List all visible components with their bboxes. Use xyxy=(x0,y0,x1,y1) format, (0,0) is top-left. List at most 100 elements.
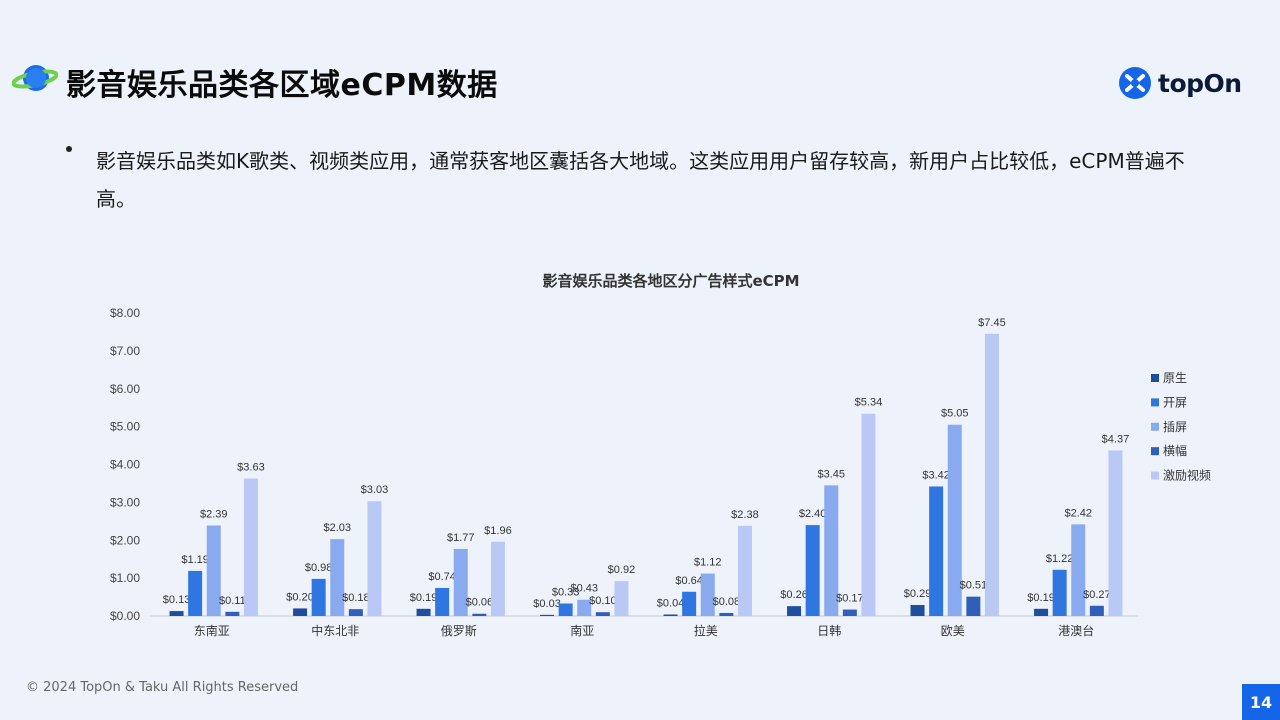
data-label: $5.34 xyxy=(855,397,883,409)
data-label: $1.12 xyxy=(694,557,722,569)
bar xyxy=(1089,605,1104,616)
bar xyxy=(824,485,839,616)
data-label: $1.77 xyxy=(447,532,475,544)
data-label: $0.20 xyxy=(286,591,314,603)
y-tick-label: $2.00 xyxy=(110,533,140,547)
bar xyxy=(293,608,308,616)
legend-swatch xyxy=(1151,422,1159,431)
data-label: $3.45 xyxy=(817,468,845,480)
data-label: $0.19 xyxy=(1027,592,1055,604)
data-label: $1.96 xyxy=(484,525,512,537)
legend-label: 开屏 xyxy=(1163,395,1187,409)
data-label: $0.51 xyxy=(960,580,988,592)
bar xyxy=(416,608,431,616)
data-label: $0.27 xyxy=(1083,589,1111,601)
data-label: $3.42 xyxy=(922,469,950,481)
bar xyxy=(206,525,221,616)
category-label: 俄罗斯 xyxy=(441,624,477,638)
data-label: $3.03 xyxy=(361,484,389,496)
category-label: 拉美 xyxy=(694,623,718,638)
data-label: $1.22 xyxy=(1046,553,1074,565)
bar xyxy=(540,614,555,616)
bar xyxy=(1052,569,1067,616)
bar xyxy=(700,573,715,616)
bar xyxy=(453,548,468,616)
data-label: $0.13 xyxy=(163,594,191,606)
bar xyxy=(435,587,450,616)
bar xyxy=(1108,450,1123,616)
bar xyxy=(910,605,925,616)
data-label: $0.04 xyxy=(657,597,685,609)
category-label: 中东北非 xyxy=(311,623,359,638)
data-label: $0.03 xyxy=(533,598,561,610)
category-label: 东南亚 xyxy=(194,623,230,638)
data-label: $2.38 xyxy=(731,509,759,521)
bar xyxy=(787,606,802,616)
bullet-text: 影音娱乐品类如K歌类、视频类应用，通常获客地区囊括各大地域。这类应用用户留存较高… xyxy=(96,149,1185,211)
data-label: $3.63 xyxy=(237,462,265,474)
data-label: $1.19 xyxy=(181,554,209,566)
bar xyxy=(984,333,999,616)
data-label: $2.42 xyxy=(1064,507,1092,519)
bullet-dot xyxy=(66,146,72,152)
data-label: $0.98 xyxy=(305,562,333,574)
planet-icon xyxy=(12,65,58,91)
y-tick-label: $1.00 xyxy=(110,571,140,585)
data-label: $0.33 xyxy=(552,587,580,599)
legend-swatch xyxy=(1151,374,1159,382)
bar xyxy=(614,581,629,616)
bar xyxy=(311,578,326,616)
bar xyxy=(663,614,678,616)
bar xyxy=(682,591,697,616)
category-label: 港澳台 xyxy=(1058,623,1094,638)
data-label: $0.29 xyxy=(904,588,932,600)
bar xyxy=(966,596,981,616)
bar xyxy=(472,613,487,616)
y-tick-label: $4.00 xyxy=(110,458,140,472)
legend-label: 原生 xyxy=(1163,371,1187,385)
y-tick-label: $5.00 xyxy=(110,420,140,434)
y-tick-label: $8.00 xyxy=(110,306,140,320)
y-tick-label: $0.00 xyxy=(110,609,140,623)
data-label: $0.08 xyxy=(713,596,741,608)
copyright-footer: © 2024 TopOn & Taku All Rights Reserved xyxy=(26,680,299,695)
data-label: $7.45 xyxy=(978,317,1006,329)
category-label: 南亚 xyxy=(570,623,594,638)
data-label: $5.05 xyxy=(941,408,969,420)
bar xyxy=(947,424,962,616)
data-label: $0.92 xyxy=(608,564,636,576)
topon-logo-icon xyxy=(1119,67,1151,99)
data-label: $0.19 xyxy=(410,592,438,604)
y-tick-label: $7.00 xyxy=(110,344,140,358)
category-label: 日韩 xyxy=(817,623,841,638)
data-label: $2.39 xyxy=(200,508,228,520)
data-label: $0.26 xyxy=(780,589,808,601)
data-label: $0.11 xyxy=(219,595,246,607)
bar xyxy=(719,612,734,616)
data-label: $0.74 xyxy=(428,571,456,583)
legend-label: 插屏 xyxy=(1163,420,1187,434)
page-title: 影音娱乐品类各区域eCPM数据 xyxy=(66,68,498,103)
y-tick-label: $6.00 xyxy=(110,382,140,396)
data-label: $0.17 xyxy=(836,593,864,605)
data-label: $0.64 xyxy=(675,575,703,587)
bar xyxy=(225,611,240,616)
data-label: $0.06 xyxy=(466,597,494,609)
bar xyxy=(1071,524,1086,616)
chart-title: 影音娱乐品类各地区分广告样式eCPM xyxy=(542,272,799,290)
bar xyxy=(243,478,258,616)
data-label: $0.18 xyxy=(342,592,370,604)
bar xyxy=(330,539,345,616)
legend-label: 激励视频 xyxy=(1163,468,1211,483)
bar xyxy=(929,486,944,616)
bar xyxy=(348,609,363,616)
data-label: $0.10 xyxy=(589,595,617,607)
data-label: $2.40 xyxy=(799,508,827,520)
category-label: 欧美 xyxy=(941,624,965,638)
bar xyxy=(861,413,876,616)
data-label: $4.37 xyxy=(1102,433,1130,445)
bar xyxy=(188,570,203,616)
legend-swatch xyxy=(1151,471,1159,480)
legend-swatch xyxy=(1151,398,1159,407)
